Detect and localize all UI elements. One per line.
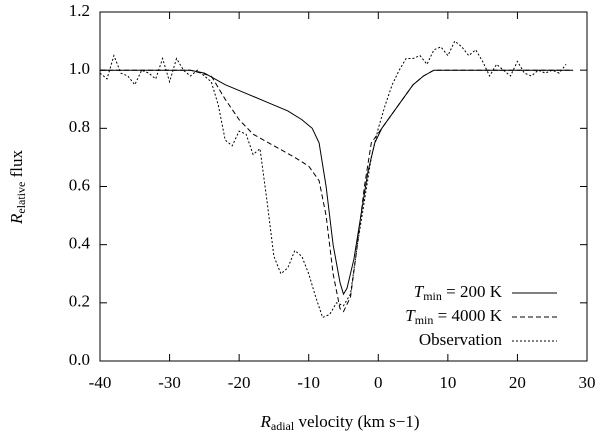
legend-label: Tmin = 4000 K — [405, 306, 502, 327]
legend-label: Observation — [419, 330, 503, 349]
series-line — [100, 69, 574, 313]
x-tick-label: 30 — [579, 373, 596, 392]
y-tick-label: 0.0 — [69, 350, 90, 369]
x-tick-label: 20 — [509, 373, 526, 392]
x-tick-label: -30 — [158, 373, 181, 392]
y-tick-label: 0.6 — [69, 175, 90, 194]
y-tick-label: 0.4 — [69, 234, 91, 253]
plot-frame — [99, 11, 588, 362]
x-tick-label: -40 — [89, 373, 112, 392]
y-tick-label: 1.0 — [69, 59, 90, 78]
series-line — [99, 40, 567, 319]
x-tick-label: 10 — [439, 373, 456, 392]
x-axis-label: Radial velocity (km s−1) — [260, 412, 420, 433]
y-tick-label: 0.2 — [69, 292, 90, 311]
series-line — [100, 69, 574, 296]
x-tick-label: 0 — [374, 373, 383, 392]
x-tick-label: -20 — [228, 373, 251, 392]
y-tick-label: 0.8 — [69, 117, 90, 136]
y-tick-label: 1.2 — [69, 1, 90, 20]
legend-label: Tmin = 200 K — [414, 282, 503, 303]
y-axis-label: Relative flux — [7, 149, 28, 225]
x-tick-label: -10 — [297, 373, 320, 392]
